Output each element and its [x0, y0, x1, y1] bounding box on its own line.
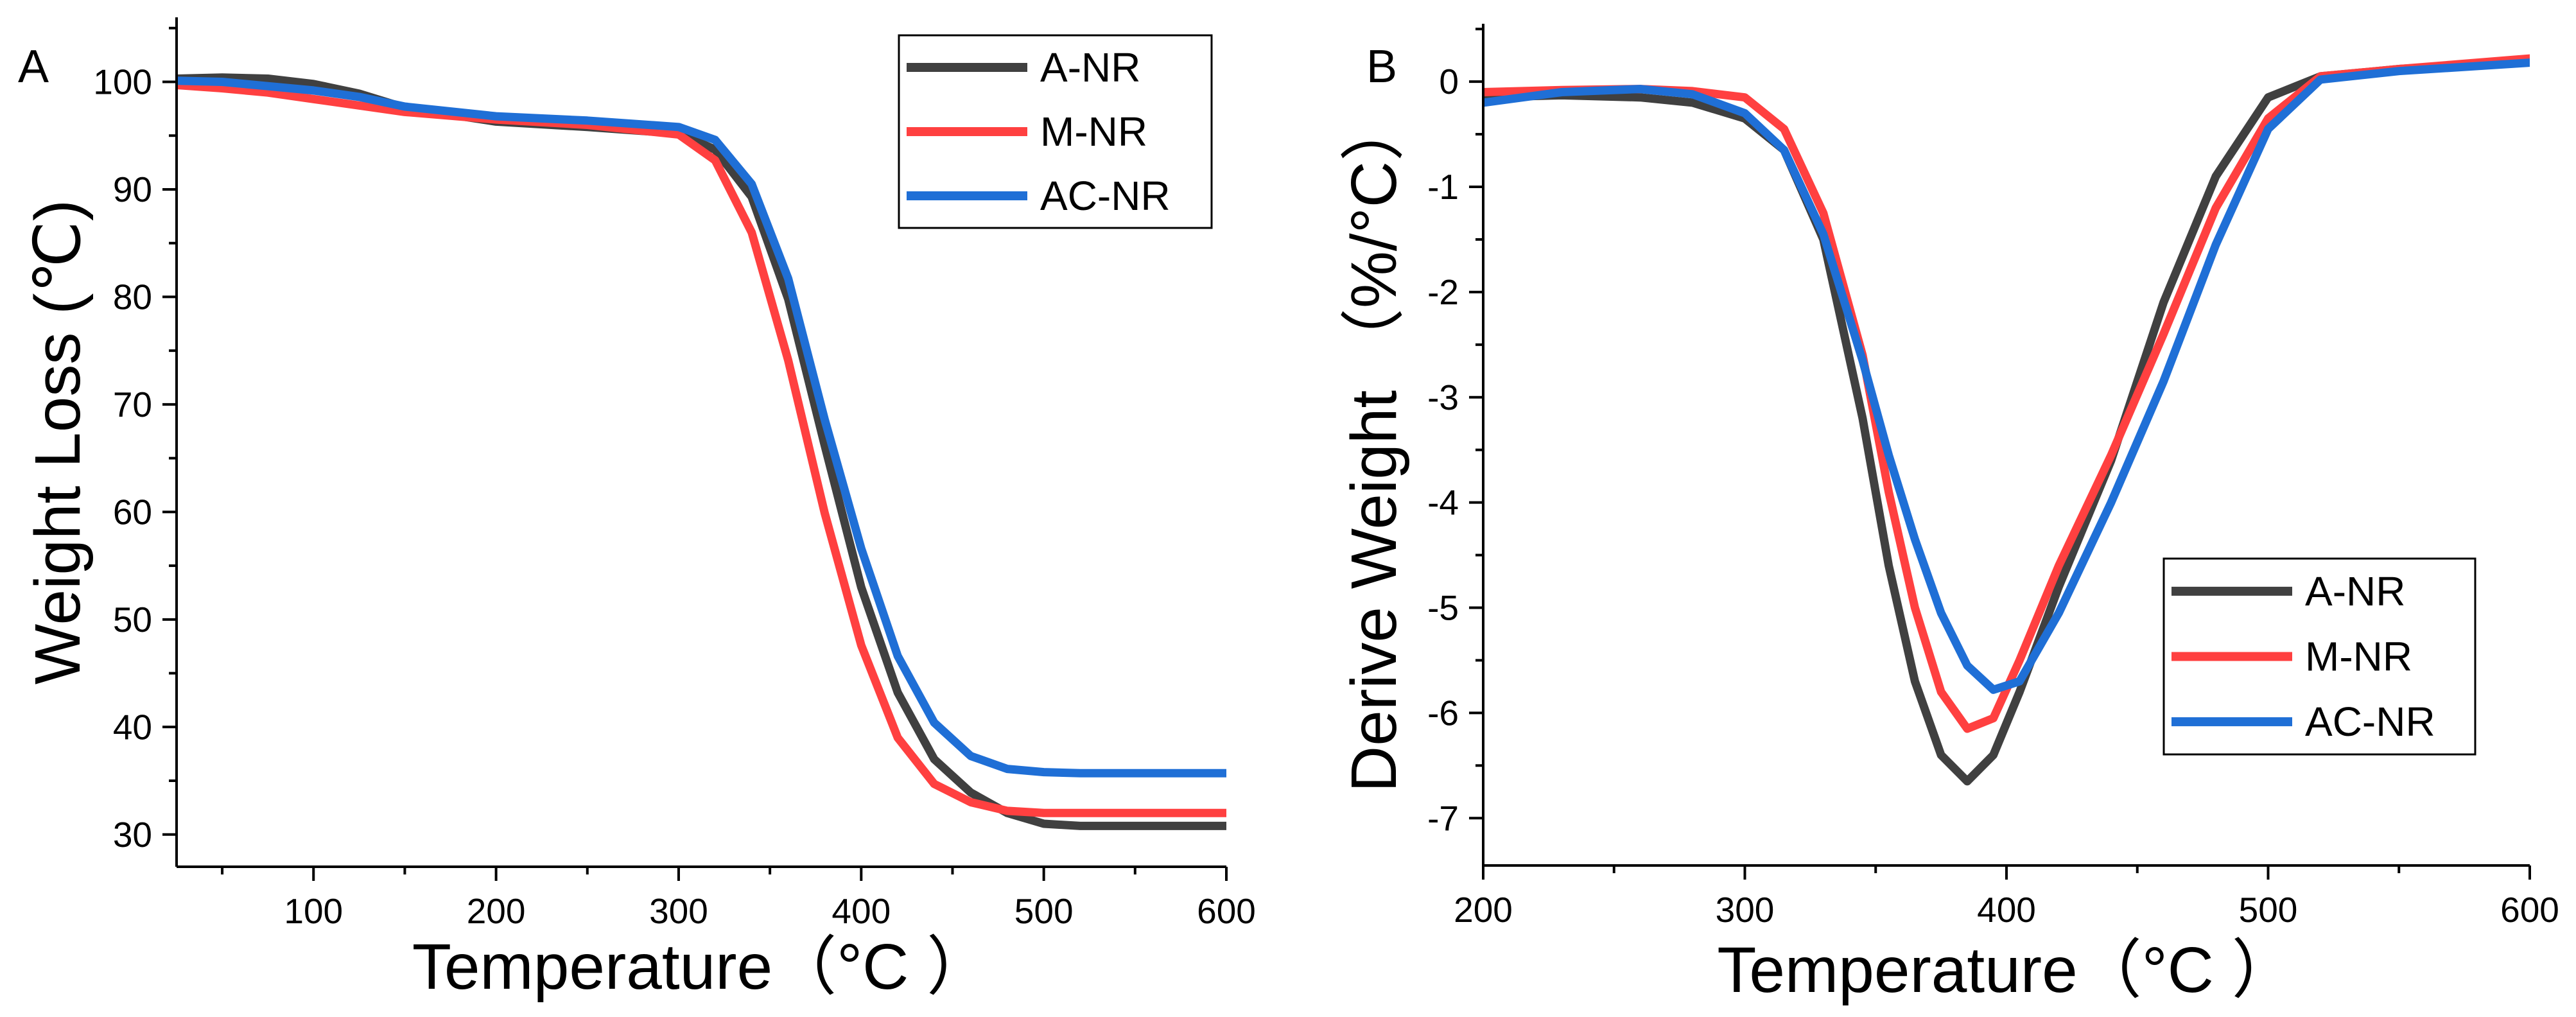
legend-a: A-NR M-NR AC-NR: [898, 34, 1213, 229]
y-tick-label: 40: [113, 707, 152, 747]
y-tick-label: 50: [113, 600, 152, 639]
legend-label-m-nr: M-NR: [1040, 109, 1147, 155]
y-tick-label: -5: [1427, 588, 1459, 628]
series-line-a-nr: [177, 73, 1226, 830]
plot-area-b: [1483, 54, 2530, 786]
x-tick-label: 200: [1454, 890, 1513, 930]
panel-b: 200 300 400 500 600 0 -1 -2 -3 -4 -5 -6 -7 Temperatur…: [1338, 24, 2559, 1006]
x-tick-label: 400: [831, 891, 891, 931]
series-line-a-nr: [1483, 56, 2530, 786]
y-axis-title-b: Derive Weight （%/°C）: [1338, 97, 1410, 792]
series-line-m-nr: [177, 81, 1226, 817]
x-tick-label: 600: [2500, 890, 2559, 930]
y-tick-label: 90: [113, 170, 152, 209]
y-tick-label: -6: [1427, 693, 1459, 733]
x-tick-label: 500: [2239, 890, 2298, 930]
y-tick-label: -7: [1427, 798, 1459, 838]
y-tick-label: -2: [1427, 272, 1459, 312]
x-tick-label: 500: [1014, 891, 1074, 931]
y-tick-label: 70: [113, 385, 152, 424]
series-line-m-nr: [1483, 54, 2530, 733]
legend-label-a-nr: A-NR: [1040, 44, 1140, 91]
legend-label-ac-nr: AC-NR: [2305, 699, 2435, 745]
y-tick-label: -3: [1427, 378, 1459, 417]
series-line-ac-nr: [1483, 58, 2530, 694]
y-tick-label: 0: [1439, 62, 1459, 101]
panel-label-b: B: [1366, 41, 1397, 92]
legend-b: A-NR M-NR AC-NR: [2163, 557, 2476, 756]
y-tick-label: 100: [93, 62, 152, 101]
x-tick-label: 200: [467, 891, 526, 931]
legend-label-m-nr: M-NR: [2305, 634, 2412, 680]
x-tick-label: 300: [1716, 890, 1775, 930]
y-tick-label: 30: [113, 815, 152, 855]
x-tick-label: 300: [649, 891, 708, 931]
x-tick-label: 400: [1977, 890, 2036, 930]
panel-label-a: A: [18, 41, 49, 92]
x-tick-label: 600: [1197, 891, 1256, 931]
y-axis-title-a: Weight Loss (℃): [22, 200, 94, 684]
x-axis-title-b: Temperature（°C ）: [1717, 934, 2295, 1006]
panel-a: 100 200 300 400 500 600 30 40 50 60 70 80 90 100 Tempe…: [18, 17, 1256, 1003]
plot-area-a: [177, 73, 1226, 830]
y-tick-label: 60: [113, 492, 152, 532]
series-line-ac-nr: [177, 76, 1226, 778]
legend-label-a-nr: A-NR: [2305, 568, 2405, 614]
x-tick-label: 100: [284, 891, 343, 931]
y-tick-label: -1: [1427, 167, 1459, 207]
legend-label-ac-nr: AC-NR: [1040, 173, 1171, 219]
y-tick-label: 80: [113, 277, 152, 317]
x-axis-title-a: Temperature（°C ）: [412, 931, 991, 1003]
y-tick-label: -4: [1427, 483, 1459, 523]
